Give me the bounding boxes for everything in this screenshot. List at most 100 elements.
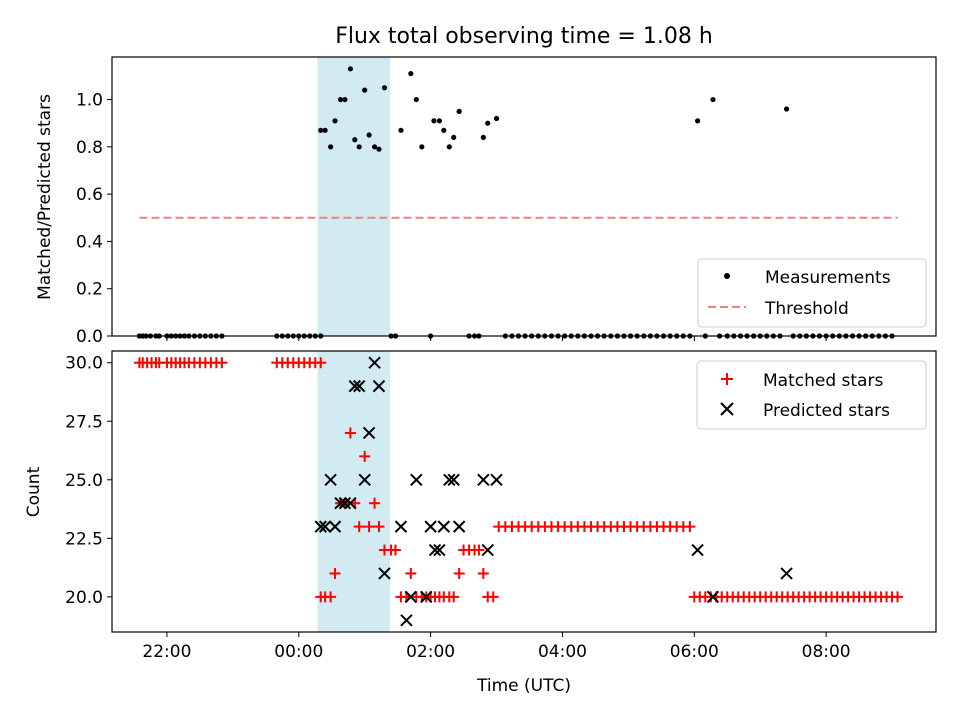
predicted-star-point	[481, 543, 494, 557]
measurement-point	[322, 127, 328, 133]
measurement-point	[783, 106, 790, 112]
y-axis-ticks: 0.0 0.2 0.4 0.6 0.8 1.0	[76, 91, 112, 347]
measurement-point	[398, 127, 404, 133]
predicted-star-point	[400, 614, 413, 627]
legend-label-predicted: Predicted stars	[763, 401, 890, 421]
predicted-star-points	[314, 356, 793, 627]
measurement-point	[694, 118, 701, 124]
y-tick-label: 25.0	[65, 471, 103, 491]
x-tick-label: 02:00	[406, 642, 455, 662]
legend-marker-measurements	[724, 273, 730, 279]
measurement-point	[356, 144, 362, 150]
predicted-star-point	[452, 520, 466, 533]
measurement-point	[381, 85, 388, 91]
predicted-star-point	[780, 567, 793, 580]
measurement-point	[451, 134, 457, 140]
measurement-point	[347, 66, 354, 72]
predicted-star-point	[490, 473, 503, 486]
matched-star-point	[329, 567, 341, 579]
y-tick-label: 0.2	[76, 280, 103, 300]
predicted-star-point	[328, 520, 342, 533]
predicted-star-point	[358, 473, 371, 486]
count-panel: 20.0 22.5 25.0 27.5 30.0 22:00 00:00 02:00 04:0…	[24, 350, 937, 696]
measurement-point	[366, 132, 372, 138]
legend-label-measurements: Measurements	[765, 268, 891, 288]
y-tick-label: 20.0	[65, 588, 103, 608]
measurement-point	[362, 87, 368, 93]
predicted-star-point	[314, 520, 327, 533]
x-axis-ticks	[166, 336, 827, 341]
predicted-star-point	[410, 473, 423, 486]
predicted-star-point	[437, 520, 451, 533]
legend-box	[697, 258, 927, 328]
predicted-star-point	[334, 497, 347, 510]
y-tick-label: 27.5	[65, 412, 103, 432]
y-tick-label: 1.0	[76, 91, 103, 111]
measurement-point	[318, 127, 324, 133]
matched-star-point	[453, 567, 465, 579]
predicted-star-point	[443, 473, 456, 486]
predicted-star-point	[352, 379, 366, 393]
legend-box	[696, 360, 927, 430]
chart-title: Flux total observing time = 1.08 h	[335, 24, 713, 49]
predicted-star-point	[420, 590, 433, 604]
predicted-star-point	[318, 520, 332, 533]
x-axis-label: Time (UTC)	[476, 676, 571, 696]
predicted-star-point	[691, 543, 704, 557]
measurement-point	[710, 96, 716, 103]
predicted-star-point	[428, 543, 442, 557]
x-tick-label: 04:00	[538, 642, 587, 662]
x-axis-ticks: 22:00 00:00 02:00 04:00 06:00 08:00	[142, 632, 851, 662]
matched-star-point	[344, 427, 356, 439]
plot-frame	[111, 56, 937, 337]
y-tick-label: 22.5	[65, 529, 103, 549]
x-tick-label: 22:00	[142, 642, 191, 662]
matched-star-point	[892, 591, 904, 603]
measurement-point	[342, 96, 348, 103]
legend-marker-predicted	[720, 402, 734, 416]
predicted-star-point	[477, 473, 490, 486]
predicted-star-point	[368, 356, 381, 369]
measurement-point	[328, 144, 334, 150]
matched-star-point	[473, 544, 485, 556]
measurement-point	[436, 118, 443, 124]
matched-star-points	[133, 357, 904, 603]
matched-star-point	[315, 357, 327, 369]
predicted-star-point	[433, 543, 446, 557]
y-axis-label: Matched/Predicted stars	[35, 94, 55, 300]
legend-marker-matched	[721, 373, 733, 385]
measurement-point	[371, 144, 378, 150]
legend: Measurements Threshold	[697, 258, 927, 328]
measurement-point	[408, 70, 414, 77]
y-tick-label: 0.6	[76, 185, 103, 205]
predicted-star-point	[362, 426, 376, 440]
predicted-star-point	[372, 379, 386, 393]
plot-frame	[111, 350, 937, 633]
y-axis-label: Count	[24, 466, 44, 517]
matched-star-point	[216, 357, 228, 369]
measurement-point	[352, 137, 358, 143]
x-tick-label: 06:00	[670, 642, 719, 662]
legend-label-threshold: Threshold	[764, 299, 849, 319]
matched-star-point	[405, 567, 417, 579]
predicted-star-point	[404, 590, 418, 604]
x-tick-label: 00:00	[274, 642, 323, 662]
matched-star-point	[369, 497, 381, 509]
legend: Matched stars Predicted stars	[696, 360, 927, 430]
matched-star-point	[373, 521, 385, 533]
matched-star-point	[353, 521, 365, 533]
y-axis-ticks: 20.0 22.5 25.0 27.5 30.0	[65, 354, 112, 608]
matched-star-point	[684, 521, 696, 533]
measurement-point	[337, 96, 344, 103]
predicted-star-point	[394, 520, 408, 533]
x-tick-label: 08:00	[802, 642, 851, 662]
measurement-point	[441, 127, 447, 133]
measurement-point	[413, 96, 419, 103]
legend-label-matched: Matched stars	[763, 371, 883, 391]
measurement-point	[332, 118, 338, 124]
matched-star-point	[448, 591, 460, 603]
predicted-star-point	[348, 379, 362, 393]
predicted-star-point	[706, 590, 720, 604]
y-tick-label: 0.8	[76, 138, 103, 158]
